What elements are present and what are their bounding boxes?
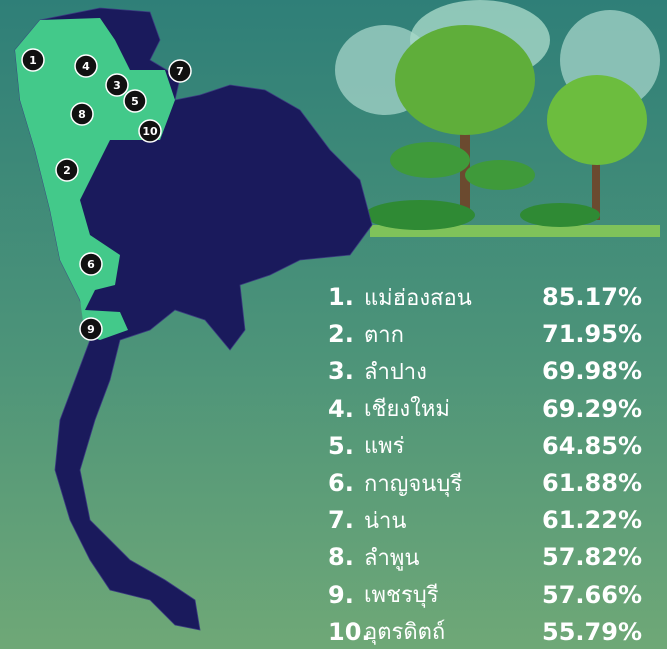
ranking-row: 6. กาญจนบุรี 61.88% (328, 465, 642, 501)
ranking-value: 61.88% (542, 469, 642, 497)
ranking-rank: 7. (328, 506, 354, 535)
ranking-row: 10. อุตรดิตถ์ 55.79% (328, 614, 642, 649)
marker-label: 6 (87, 258, 95, 271)
ranking-value: 69.98% (542, 357, 642, 386)
ranking-row: 3. ลำปาง 69.98% (328, 353, 642, 389)
ranking-value: 69.29% (542, 394, 642, 423)
ranking-row: 7. น่าน 61.22% (328, 502, 642, 538)
ranking-rank: 5. (328, 431, 354, 460)
ranking-value: 85.17% (542, 283, 642, 311)
ranking-rank: 9. (328, 580, 354, 609)
ranking-row: 9. เพชรบุรี 57.66% (328, 577, 642, 613)
ranking-name: เพชรบุรี (364, 583, 439, 609)
ranking-row: 8. ลำพูน 57.82% (328, 539, 642, 575)
marker (123, 89, 147, 113)
ranking-name: เชียงใหม่ (364, 397, 450, 423)
ranking-row: 2. ตาก 71.95% (328, 316, 642, 352)
marker-label: 7 (176, 65, 184, 78)
marker (79, 317, 103, 341)
marker-label: 5 (131, 95, 139, 108)
ranking-rank: 6. (328, 469, 354, 497)
trees (335, 0, 660, 237)
ranking-row: 5. แพร่ 64.85% (328, 428, 642, 464)
marker (21, 48, 45, 72)
marker-label: 10 (142, 125, 158, 138)
ranking-name: กาญจนบุรี (364, 471, 463, 497)
ranking-row: 1. แม่ฮ่องสอน 85.17% (328, 279, 642, 315)
ranking-row: 4. เชียงใหม่ 69.29% (328, 391, 642, 427)
ranking-name: น่าน (364, 508, 407, 534)
ranking-name: ตาก (364, 322, 404, 348)
marker (55, 158, 79, 182)
ranking-value: 64.85% (542, 431, 642, 460)
marker (74, 54, 98, 78)
ranking-rank: 8. (328, 543, 354, 572)
ranking-name: แพร่ (364, 434, 405, 460)
marker-label: 2 (63, 164, 71, 177)
ranking-rank: 2. (328, 320, 354, 349)
ranking-rank: 4. (328, 394, 354, 423)
marker (79, 252, 103, 276)
ranking-rank: 1. (328, 283, 354, 311)
ranking-rank: 10. (328, 617, 371, 646)
ranking-rank: 3. (328, 357, 354, 386)
marker (70, 102, 94, 126)
ranking-name: ลำพูน (364, 545, 420, 571)
ranking-value: 57.82% (542, 543, 642, 572)
ranking-value: 57.66% (542, 580, 642, 609)
marker-label: 1 (29, 54, 37, 67)
ranking-name: อุตรดิตถ์ (364, 620, 446, 646)
marker-label: 9 (87, 323, 95, 336)
ranking-name: ลำปาง (364, 359, 427, 385)
marker-label: 4 (82, 60, 90, 73)
marker (105, 73, 129, 97)
ranking-name: แม่ฮ่องสอน (364, 285, 472, 311)
marker (168, 59, 192, 83)
ranking-value: 71.95% (542, 320, 642, 349)
marker-label: 3 (113, 79, 121, 92)
ranking-value: 61.22% (542, 506, 642, 535)
marker-label: 8 (78, 108, 86, 121)
marker (138, 119, 162, 143)
ranking-value: 55.79% (542, 617, 642, 646)
